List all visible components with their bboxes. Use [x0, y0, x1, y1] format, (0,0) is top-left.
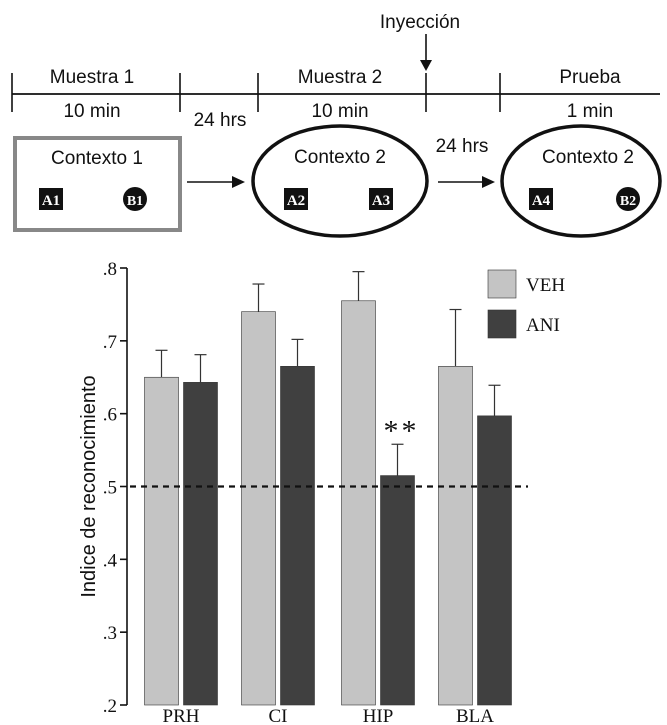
x-tick-label-prh: PRH — [163, 706, 200, 725]
context-1-box — [13, 136, 182, 232]
y-tick-label: .6 — [103, 405, 117, 426]
delay-label-1: 24 hrs — [194, 110, 247, 131]
phase-duration-3: 1 min — [567, 101, 613, 122]
injection-label: Inyección — [380, 12, 460, 33]
legend-label-ani: ANI — [526, 315, 560, 336]
bar-veh-hip — [341, 300, 376, 706]
phase-name-3: Prueba — [559, 67, 621, 88]
object-a1-label: A1 — [42, 193, 60, 209]
protocol-timeline: Inyección Muestra 1 10 min Muestra 2 10 … — [11, 12, 660, 157]
y-tick-label: .3 — [103, 623, 117, 644]
bar-ani-ci — [280, 366, 315, 706]
context-3-label: Contexto 2 — [542, 147, 634, 168]
object-a1-square — [39, 188, 63, 210]
significance-marker: ** — [384, 414, 420, 447]
object-b1-circle — [123, 187, 147, 211]
bar-series — [144, 271, 512, 706]
object-a2-square — [284, 188, 308, 210]
y-axis-ticks: .2 .3 .4 .5 .6 .7 .8 — [103, 259, 127, 717]
context-2-ellipse — [251, 124, 429, 238]
y-tick-label: .7 — [103, 332, 117, 353]
arrow-2-head — [482, 176, 495, 188]
bar-chart: .2 .3 .4 .5 .6 .7 .8 PRH CI HIP BLA Indice de rec… — [78, 259, 565, 725]
x-tick-label-hip: HIP — [363, 706, 394, 725]
y-tick-label: .2 — [103, 696, 117, 717]
bar-veh-prh — [144, 376, 179, 706]
legend-label-veh: VEH — [526, 275, 565, 296]
context-1-label: Contexto 1 — [51, 148, 143, 169]
contexts: Contexto 1 A1 B1 Contexto 2 A2 A3 Contex… — [13, 124, 662, 238]
y-tick-label: .5 — [103, 478, 117, 499]
object-a4-square — [529, 188, 553, 210]
bar-veh-bla — [438, 366, 473, 706]
object-a2-label: A2 — [287, 193, 305, 209]
object-b1-label: B1 — [127, 194, 143, 209]
phase-duration-2: 10 min — [311, 101, 368, 122]
y-axis-label: Indice de reconocimiento — [78, 375, 100, 597]
object-a3-square — [369, 188, 393, 210]
y-tick-label: .4 — [103, 550, 118, 571]
legend-swatch-ani — [487, 309, 517, 339]
bar-ani-hip — [380, 475, 415, 706]
phase-duration-1: 10 min — [63, 101, 120, 122]
context-3-ellipse — [500, 124, 662, 238]
bar-ani-bla — [477, 415, 512, 706]
x-tick-label-bla: BLA — [456, 706, 494, 725]
x-axis-tick-labels: PRH CI HIP BLA — [163, 706, 495, 725]
y-tick-label: .8 — [103, 259, 117, 280]
delay-label-2: 24 hrs — [436, 136, 489, 157]
object-b2-circle — [616, 187, 640, 211]
injection-arrow-head — [420, 60, 432, 71]
phase-name-1: Muestra 1 — [50, 67, 134, 88]
context-2-label: Contexto 2 — [294, 147, 386, 168]
object-b2-label: B2 — [620, 194, 636, 209]
phase-name-2: Muestra 2 — [298, 67, 382, 88]
x-tick-label-ci: CI — [269, 706, 288, 725]
bar-veh-ci — [241, 311, 276, 706]
bar-ani-prh — [183, 382, 218, 706]
object-a4-label: A4 — [532, 193, 551, 209]
object-a3-label: A3 — [372, 193, 390, 209]
arrow-1-head — [232, 176, 245, 188]
legend: VEH ANI — [487, 269, 565, 339]
legend-swatch-veh — [487, 269, 517, 299]
